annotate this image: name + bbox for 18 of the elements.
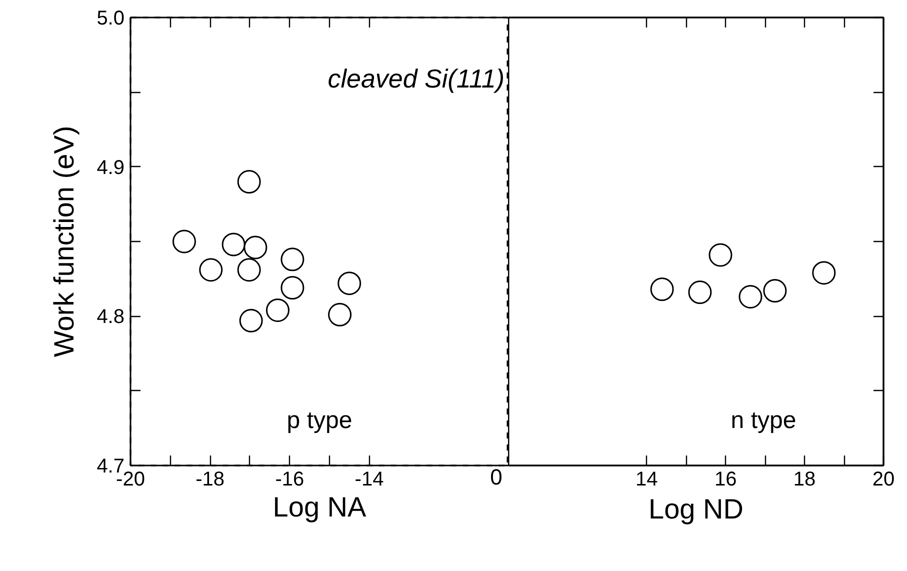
x-tick-label: 18 xyxy=(793,468,816,490)
annotation: 0 xyxy=(490,464,502,490)
y-tick-label: 4.9 xyxy=(96,156,125,179)
y-tick-label: 4.7 xyxy=(96,456,125,478)
y-axis-title: Work function (eV) xyxy=(48,126,80,358)
x-tick-label: 16 xyxy=(714,468,737,490)
x-tick-label: -14 xyxy=(354,468,384,490)
x-tick-label: 14 xyxy=(636,468,658,490)
y-tick-label: 5.0 xyxy=(96,8,125,30)
y-tick-label: 4.8 xyxy=(96,306,125,328)
x-axis-title: Log NA xyxy=(272,492,367,522)
x-tick-label: 20 xyxy=(872,468,895,490)
text: cleaved Si(111) xyxy=(328,64,504,94)
annotation: p type xyxy=(286,407,352,434)
x-axis-title: Log ND xyxy=(648,494,744,524)
x-tick-label: -18 xyxy=(196,468,225,490)
x-tick-label: -16 xyxy=(275,468,304,490)
annotation: n type xyxy=(730,407,796,434)
